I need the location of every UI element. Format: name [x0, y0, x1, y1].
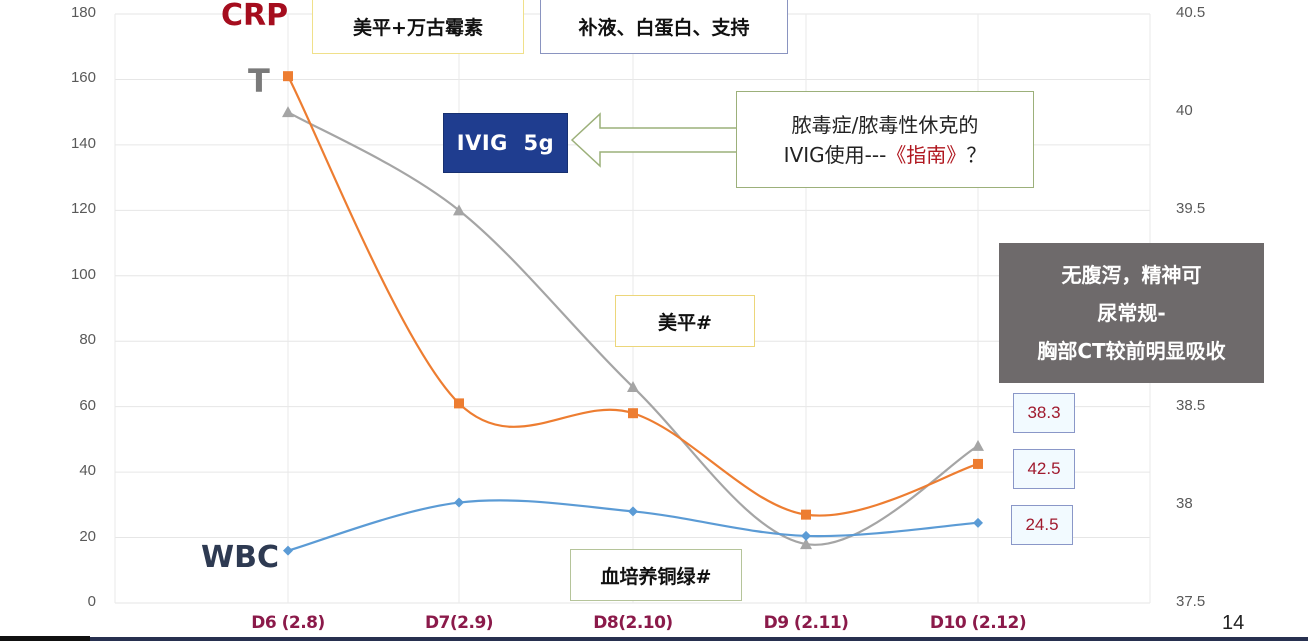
left-axis-tick: 140: [70, 134, 96, 152]
data-point-crp: [283, 71, 293, 82]
data-point-t: [972, 439, 984, 451]
left-arrow-icon: [570, 112, 739, 168]
blood-culture-box: 血培养铜绿#: [570, 549, 742, 601]
series-label-crp: CRP: [221, 0, 289, 33]
left-axis-tick: 160: [70, 69, 96, 87]
x-axis-label: D8(2.10): [593, 613, 673, 633]
right-axis-tick: 38.5: [1176, 396, 1206, 414]
data-point-t: [282, 106, 294, 118]
guideline-line-2: IVIG使用---《指南》？: [783, 142, 987, 167]
guideline-reference: 《指南》: [886, 142, 967, 167]
ivig-box: IVIG 5g: [443, 113, 568, 173]
data-point-crp: [628, 408, 638, 419]
series-label-t: T: [248, 62, 270, 100]
data-point-t: [800, 538, 812, 550]
data-point-crp: [801, 509, 811, 520]
final-value-crp: 42.5: [1013, 449, 1075, 489]
right-axis-tick: 37.5: [1176, 593, 1206, 610]
treatment-box-antibiotics: 美平+万古霉素: [312, 0, 524, 54]
left-axis-tick: 40: [79, 462, 96, 480]
x-axis-label: D6 (2.8): [251, 613, 325, 633]
left-axis-tick: 80: [79, 331, 96, 349]
guideline-note-box: 脓毒症/脓毒性休克的 IVIG使用---《指南》？: [736, 91, 1034, 188]
right-axis-tick: 40: [1176, 102, 1193, 120]
x-axis-label: D7(2.9): [424, 613, 494, 633]
summary-line-3: 胸部CT较前明显吸收: [1037, 339, 1226, 363]
series-label-wbc: WBC: [201, 540, 279, 575]
data-point-t: [627, 381, 639, 393]
x-axis-label: D9 (2.11): [763, 613, 849, 633]
left-axis-tick: 100: [70, 265, 96, 283]
data-point-crp: [454, 398, 464, 409]
data-point-wbc: [801, 530, 811, 541]
data-point-crp: [973, 458, 983, 469]
summary-line-2: 尿常规-: [1097, 301, 1166, 325]
final-value-wbc: 24.5: [1011, 505, 1073, 545]
treatment-box-support: 补液、白蛋白、支持: [540, 0, 788, 54]
data-point-wbc: [628, 506, 638, 517]
right-axis-tick: 38: [1176, 494, 1193, 512]
meropenem-stop-box: 美平#: [615, 295, 755, 347]
data-point-wbc: [283, 545, 293, 556]
left-axis-tick: 60: [79, 396, 96, 414]
data-point-t: [453, 204, 465, 216]
x-axis-label: D10 (2.12): [929, 613, 1027, 633]
right-axis-tick: 39.5: [1176, 200, 1206, 218]
bottom-bar: [0, 637, 1308, 641]
data-point-wbc: [454, 497, 464, 508]
final-value-t: 38.3: [1013, 393, 1075, 433]
guideline-line-1: 脓毒症/脓毒性休克的: [791, 112, 979, 137]
data-point-wbc: [973, 517, 983, 528]
bottom-bar-accent: [0, 636, 90, 641]
left-axis-tick: 0: [87, 593, 96, 610]
summary-line-1: 无腹泻，精神可: [1061, 263, 1202, 287]
series-line-crp: [287, 75, 979, 517]
right-axis-tick: 40.5: [1176, 4, 1206, 21]
left-axis-tick: 120: [70, 200, 96, 218]
clinical-summary-box: 无腹泻，精神可 尿常规- 胸部CT较前明显吸收: [999, 243, 1264, 383]
page-number: 14: [1222, 612, 1245, 634]
left-axis-tick: 180: [70, 4, 96, 21]
left-axis-tick: 20: [79, 527, 96, 545]
